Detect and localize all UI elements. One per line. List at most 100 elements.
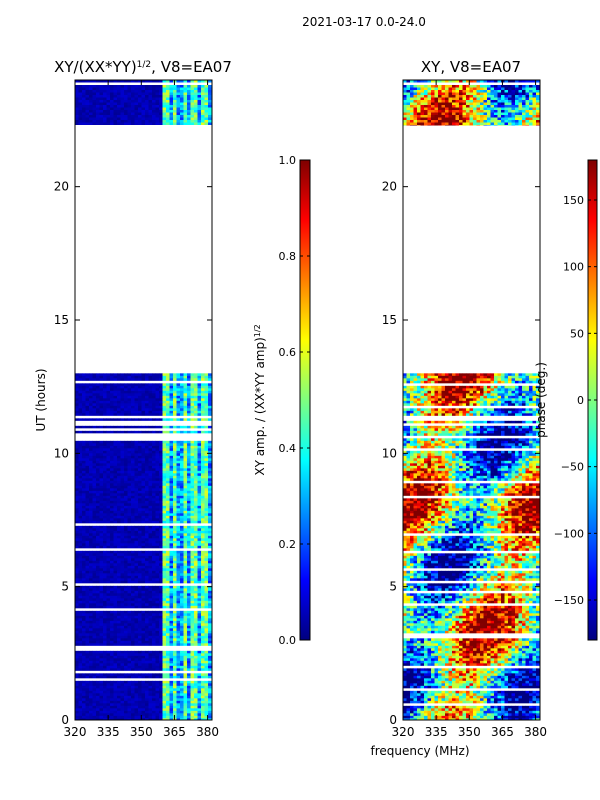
heatmap-cell bbox=[82, 623, 86, 627]
heatmap-cell bbox=[134, 668, 139, 672]
heatmap-cell bbox=[204, 685, 209, 689]
heatmap-cell bbox=[127, 513, 132, 517]
heatmap-cell bbox=[117, 395, 121, 399]
heatmap-cell bbox=[85, 533, 90, 537]
heatmap-cell bbox=[155, 638, 160, 642]
heatmap-cell bbox=[124, 458, 128, 462]
heatmap-cell bbox=[131, 655, 135, 659]
heatmap-cell bbox=[152, 490, 156, 494]
heatmap-cell bbox=[103, 553, 107, 557]
heatmap-cell bbox=[103, 375, 107, 379]
heatmap-cell bbox=[162, 398, 167, 402]
heatmap-cell bbox=[120, 535, 125, 539]
heatmap-cell bbox=[162, 390, 167, 394]
heatmap-cell bbox=[124, 673, 128, 677]
heatmap-cell bbox=[92, 385, 97, 389]
heatmap-cell bbox=[141, 715, 146, 719]
heatmap-cell bbox=[124, 373, 128, 377]
heatmap-cell bbox=[106, 708, 111, 712]
heatmap-cell bbox=[169, 715, 174, 719]
heatmap-cell bbox=[127, 685, 132, 689]
heatmap-cell bbox=[138, 475, 142, 479]
heatmap-cell bbox=[166, 458, 170, 462]
heatmap-cell bbox=[173, 703, 177, 707]
heatmap-cell bbox=[134, 570, 139, 574]
heatmap-cell bbox=[201, 490, 205, 494]
heatmap-cell bbox=[155, 493, 160, 497]
heatmap-cell bbox=[148, 535, 153, 539]
heatmap-cell bbox=[117, 85, 121, 88]
heatmap-cell bbox=[134, 418, 139, 422]
heatmap-cell bbox=[190, 468, 195, 472]
heatmap-cell bbox=[183, 485, 188, 489]
heatmap-cell bbox=[117, 468, 121, 472]
heatmap-cell bbox=[78, 500, 83, 504]
heatmap-cell bbox=[75, 650, 79, 654]
heatmap-cell bbox=[127, 570, 132, 574]
heatmap-cell bbox=[113, 468, 118, 472]
heatmap-cell bbox=[166, 405, 170, 409]
heatmap-cell bbox=[134, 680, 139, 684]
heatmap-cell bbox=[99, 440, 104, 444]
heatmap-cell bbox=[194, 555, 198, 559]
heatmap-gap bbox=[75, 82, 212, 86]
heatmap-cell bbox=[99, 458, 104, 462]
heatmap-cell bbox=[127, 555, 132, 559]
heatmap-cell bbox=[103, 695, 107, 699]
heatmap-cell bbox=[82, 695, 86, 699]
heatmap-cell bbox=[204, 713, 209, 717]
heatmap-cell bbox=[162, 530, 167, 534]
heatmap-cell bbox=[190, 490, 195, 494]
heatmap-cell bbox=[103, 540, 107, 544]
heatmap-cell bbox=[162, 665, 167, 669]
heatmap-cell bbox=[201, 613, 205, 617]
heatmap-cell bbox=[173, 480, 177, 484]
heatmap-cell bbox=[148, 643, 153, 647]
heatmap-cell bbox=[201, 408, 205, 412]
heatmap-cell bbox=[208, 665, 212, 669]
heatmap-cell bbox=[75, 625, 79, 629]
heatmap-cell bbox=[201, 595, 205, 599]
heatmap-cell bbox=[124, 85, 128, 88]
heatmap-cell bbox=[173, 603, 177, 607]
heatmap-cell bbox=[82, 520, 86, 524]
heatmap-cell bbox=[85, 413, 90, 417]
heatmap-cell bbox=[190, 568, 195, 572]
heatmap-cell bbox=[148, 475, 153, 479]
heatmap-cell bbox=[208, 698, 212, 702]
heatmap-cell bbox=[152, 605, 156, 609]
heatmap-cell bbox=[131, 445, 135, 449]
heatmap-cell bbox=[155, 455, 160, 459]
heatmap-cell bbox=[78, 573, 83, 577]
heatmap-cell bbox=[113, 455, 118, 459]
heatmap-cell bbox=[148, 530, 153, 534]
heatmap-cell bbox=[152, 545, 156, 549]
heatmap-cell bbox=[138, 453, 142, 457]
heatmap-cell bbox=[187, 615, 191, 619]
heatmap-cell bbox=[85, 463, 90, 467]
heatmap-cell bbox=[148, 565, 153, 569]
heatmap-cell bbox=[82, 540, 86, 544]
heatmap-cell bbox=[197, 425, 202, 429]
heatmap-cell bbox=[92, 595, 97, 599]
heatmap-cell bbox=[173, 525, 177, 529]
heatmap-cell bbox=[152, 483, 156, 487]
heatmap-cell bbox=[106, 690, 111, 694]
heatmap-cell bbox=[117, 650, 121, 654]
heatmap-cell bbox=[89, 590, 93, 594]
heatmap-cell bbox=[92, 695, 97, 699]
heatmap-cell bbox=[117, 493, 121, 497]
heatmap-cell bbox=[180, 465, 184, 469]
heatmap-cell bbox=[96, 665, 100, 669]
heatmap-cell bbox=[201, 413, 205, 417]
heatmap-cell bbox=[120, 540, 125, 544]
heatmap-cell bbox=[162, 543, 167, 547]
heatmap-cell bbox=[131, 395, 135, 399]
heatmap-cell bbox=[180, 673, 184, 677]
heatmap-cell bbox=[85, 483, 90, 487]
heatmap-cell bbox=[190, 425, 195, 429]
heatmap-cell bbox=[82, 408, 86, 412]
heatmap-cell bbox=[183, 593, 188, 597]
heatmap-cell bbox=[124, 683, 128, 687]
heatmap-gap bbox=[75, 548, 212, 552]
